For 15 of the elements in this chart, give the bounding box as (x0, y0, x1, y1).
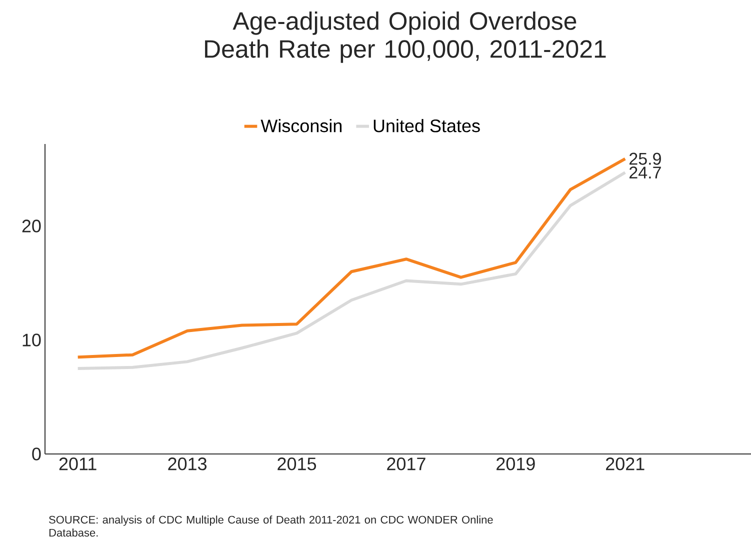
source-note: SOURCE: analysis of CDC Multiple Cause of Death 2011-2021 on CDC WONDER Online Database. (49, 516, 493, 537)
chart-title: Age-adjusted Opioid Overdose Death Rate per 100,000, 2011-2021 (205, 12, 606, 63)
legend-label: Wisconsin (260, 119, 342, 132)
y-tick-label: 20 (22, 220, 41, 232)
legend-label: United States (374, 119, 480, 132)
data-label: 25.9 (630, 152, 661, 165)
x-tick-label: 2021 (606, 458, 644, 470)
data-label: 24.7 (630, 166, 661, 178)
x-tick-label: 2019 (496, 458, 535, 470)
x-tick-label: 2015 (278, 458, 316, 470)
y-tick-label: 10 (22, 334, 41, 346)
x-tick-label: 2017 (387, 458, 426, 470)
x-tick-label: 2011 (59, 458, 96, 470)
y-tick-label: 0 (32, 448, 41, 460)
x-tick-label: 2013 (168, 458, 207, 470)
